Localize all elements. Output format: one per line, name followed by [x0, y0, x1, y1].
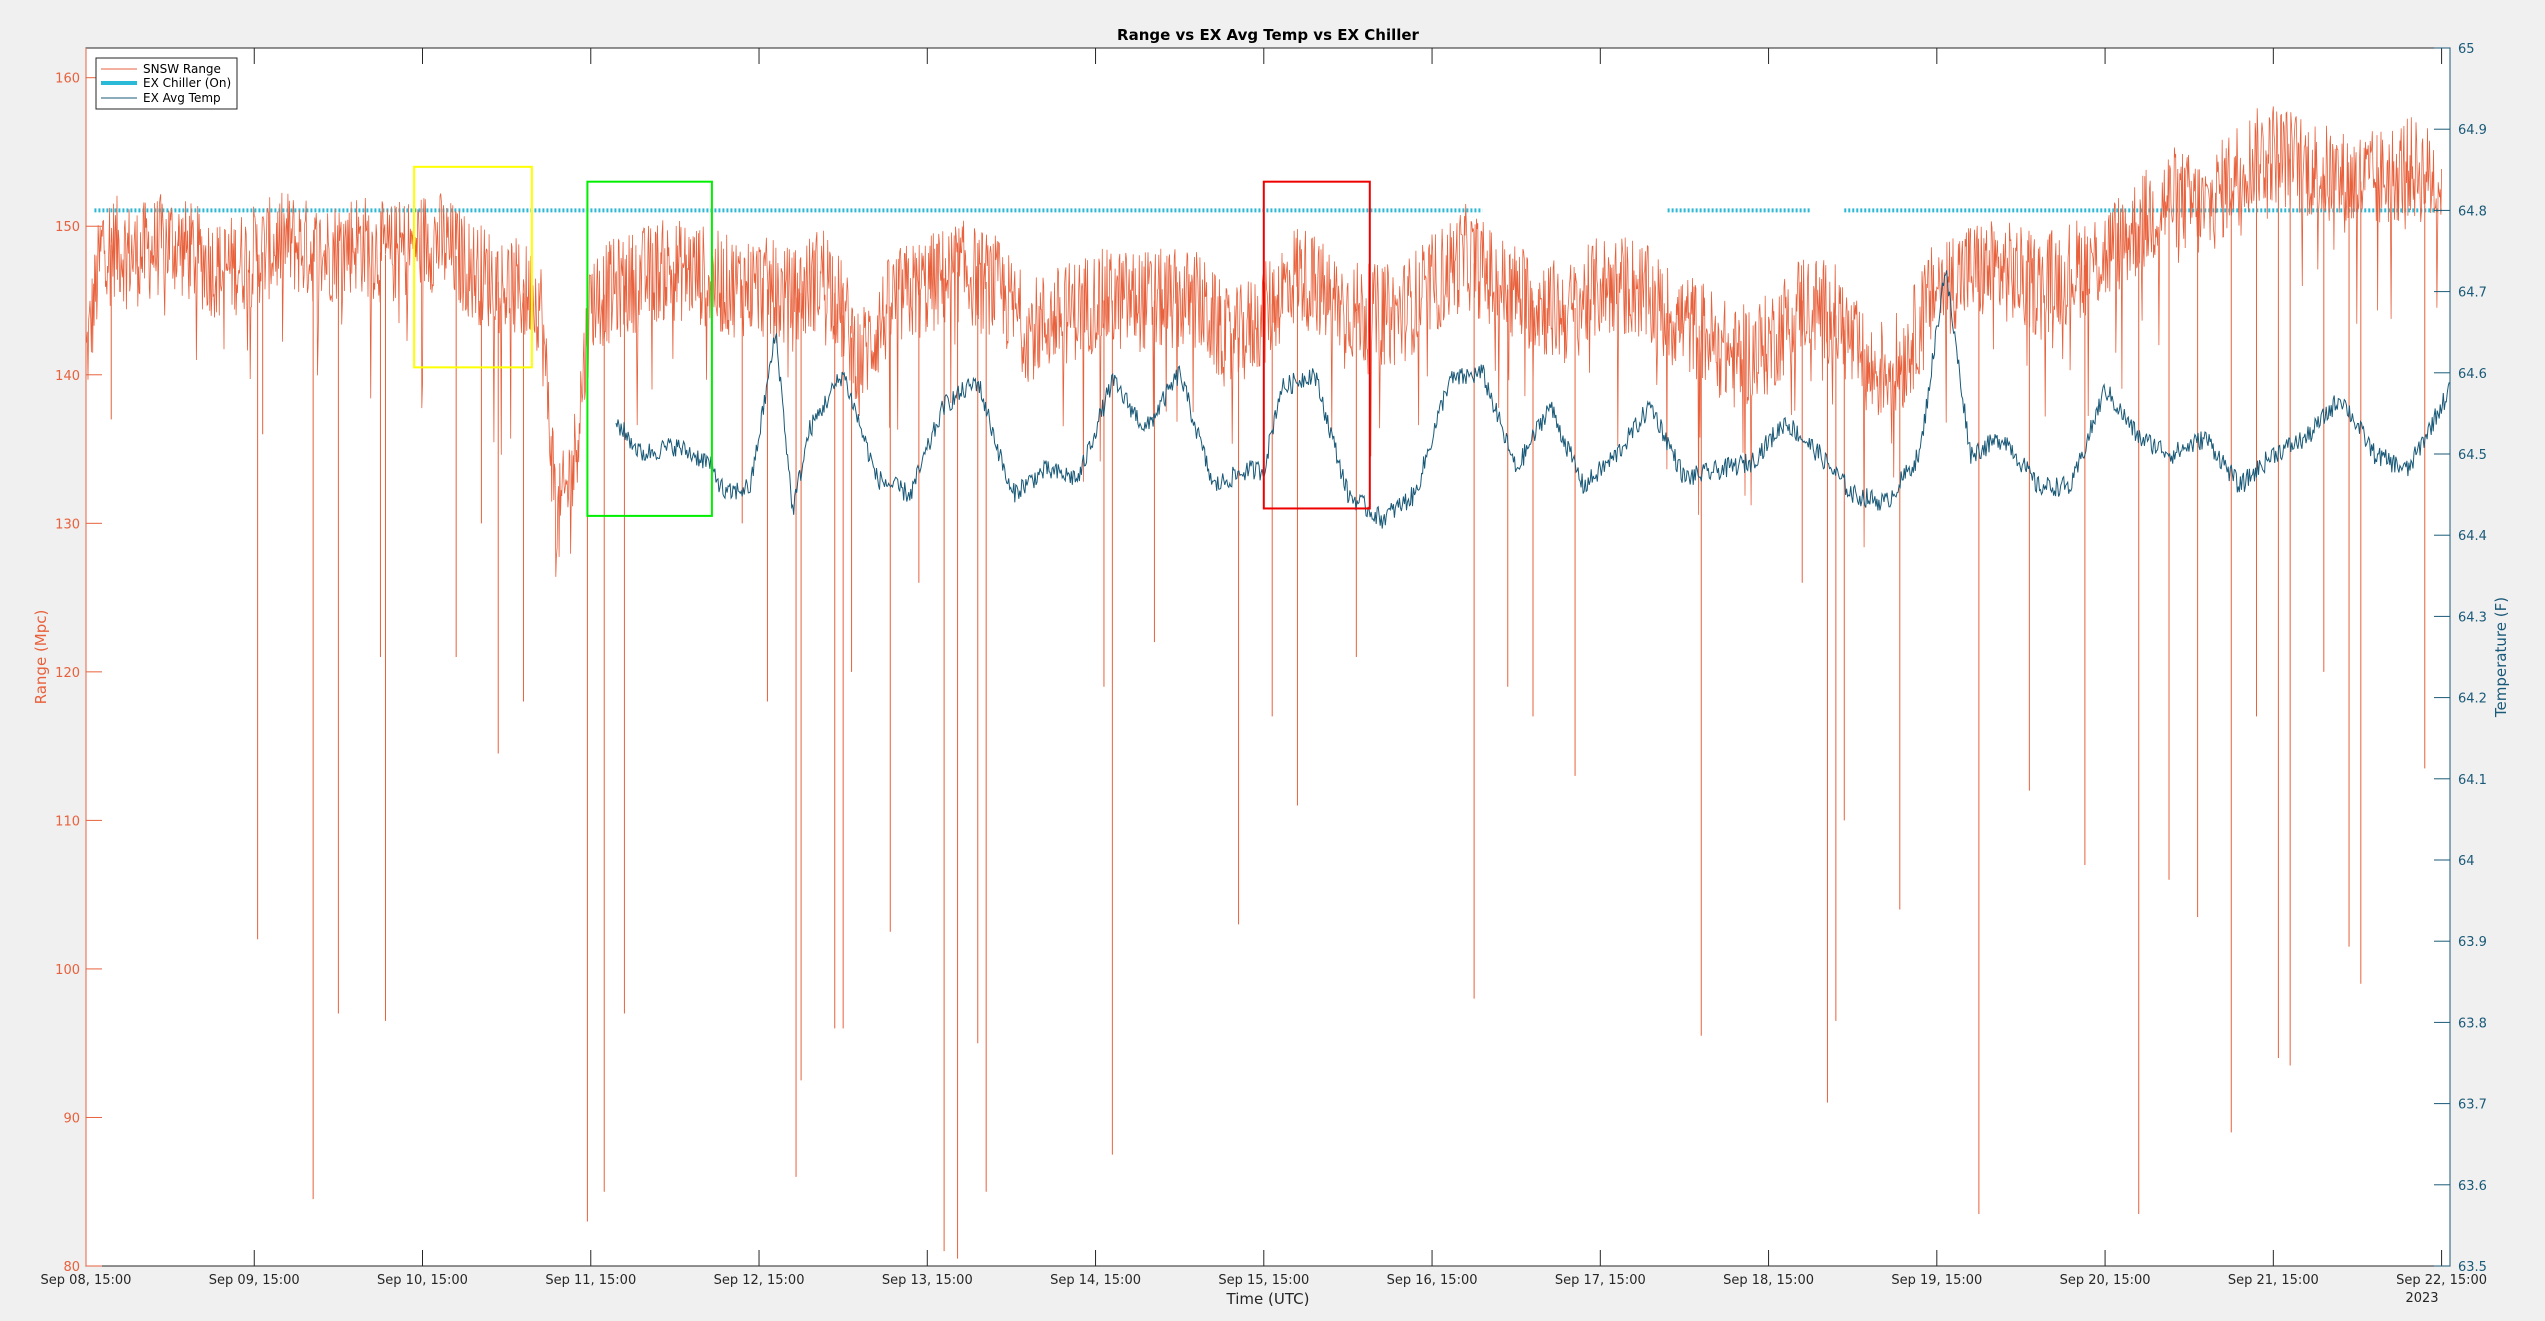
y-left-tick-label-5: 130: [55, 517, 80, 532]
legend-label-ex-chiller: EX Chiller (On): [143, 76, 231, 90]
legend-label-snsw-range: SNSW Range: [143, 62, 221, 76]
annotation-box-2: [1262, 180, 1371, 510]
y-left-tick-label-3: 110: [55, 814, 80, 829]
y-right-tick-label-11: 64.6: [2458, 367, 2487, 382]
x-tick-label-0: Sep 08, 15:00: [41, 1273, 132, 1288]
x-tick-label-8: Sep 16, 15:00: [1387, 1273, 1478, 1288]
x-tick-label-12: Sep 20, 15:00: [2060, 1273, 2151, 1288]
y-axis-right: 63.5 63.6 63.7 63.8 63.9 64 64.1 64.2 64.3 64.4 64…: [2434, 42, 2487, 1275]
y-right-tick-label-2: 63.7: [2458, 1098, 2487, 1113]
annotation-box-0: [413, 165, 533, 369]
y-right-tick-label-12: 64.7: [2458, 286, 2487, 301]
y-right-tick-label-6: 64.1: [2458, 773, 2487, 788]
y-left-tick-label-6: 140: [55, 369, 80, 384]
y-right-tick-label-8: 64.3: [2458, 610, 2487, 625]
y-right-tick-label-14: 64.9: [2458, 123, 2487, 138]
x-tick-label-14: Sep 22, 15:00: [2396, 1273, 2487, 1288]
y-right-tick-label-5: 64: [2458, 854, 2475, 869]
x-tick-label-13: Sep 21, 15:00: [2228, 1273, 2319, 1288]
y-right-tick-label-1: 63.6: [2458, 1179, 2487, 1194]
y-axis-left: 80 90 100 110 120 130 140 150 160: [55, 48, 102, 1275]
x-tick-label-10: Sep 18, 15:00: [1723, 1273, 1814, 1288]
legend: SNSW Range EX Chiller (On) EX Avg Temp: [95, 57, 238, 110]
y-right-tick-label-7: 64.2: [2458, 692, 2487, 707]
y-left-tick-label-8: 160: [55, 72, 80, 87]
y-right-tick-label-0: 63.5: [2458, 1260, 2487, 1275]
y-left-tick-label-1: 90: [63, 1111, 80, 1126]
y-axis-left-label: Range (Mpc): [32, 610, 50, 705]
x-tick-label-4: Sep 12, 15:00: [714, 1273, 805, 1288]
annotation-box-1: [586, 180, 713, 517]
y-left-tick-label-0: 80: [63, 1260, 80, 1275]
x-tick-label-7: Sep 15, 15:00: [1218, 1273, 1309, 1288]
y-axis-right-label: Temperature (F): [2492, 597, 2510, 718]
y-right-tick-label-15: 65: [2458, 42, 2475, 57]
chart-title: Range vs EX Avg Temp vs EX Chiller: [1117, 26, 1420, 44]
y-right-tick-label-10: 64.5: [2458, 448, 2487, 463]
y-left-tick-label-2: 100: [55, 963, 80, 978]
y-left-tick-label-7: 150: [55, 220, 80, 235]
y-right-tick-label-13: 64.8: [2458, 204, 2487, 219]
x-tick-label-3: Sep 11, 15:00: [545, 1273, 636, 1288]
x-tick-label-2: Sep 10, 15:00: [377, 1273, 468, 1288]
legend-label-ex-avg-temp: EX Avg Temp: [143, 91, 221, 105]
x-tick-label-9: Sep 17, 15:00: [1555, 1273, 1646, 1288]
x-tick-label-11: Sep 19, 15:00: [1891, 1273, 1982, 1288]
y-left-tick-label-4: 120: [55, 666, 80, 681]
x-axis-label: Time (UTC): [1226, 1290, 1310, 1308]
y-right-tick-label-9: 64.4: [2458, 529, 2487, 544]
x-tick-label-1: Sep 09, 15:00: [209, 1273, 300, 1288]
y-right-tick-label-3: 63.8: [2458, 1016, 2487, 1031]
y-right-tick-label-4: 63.9: [2458, 935, 2487, 950]
year-label: 2023: [2405, 1291, 2438, 1306]
annotation-layer: [413, 165, 1371, 517]
x-tick-label-6: Sep 14, 15:00: [1050, 1273, 1141, 1288]
series-layer: [85, 106, 2450, 1259]
x-tick-label-5: Sep 13, 15:00: [882, 1273, 973, 1288]
x-axis: Sep 08, 15:00 Sep 09, 15:00 Sep 10, 15:00 S…: [41, 48, 2487, 1288]
ex-avg-temp-line: [615, 270, 2450, 529]
